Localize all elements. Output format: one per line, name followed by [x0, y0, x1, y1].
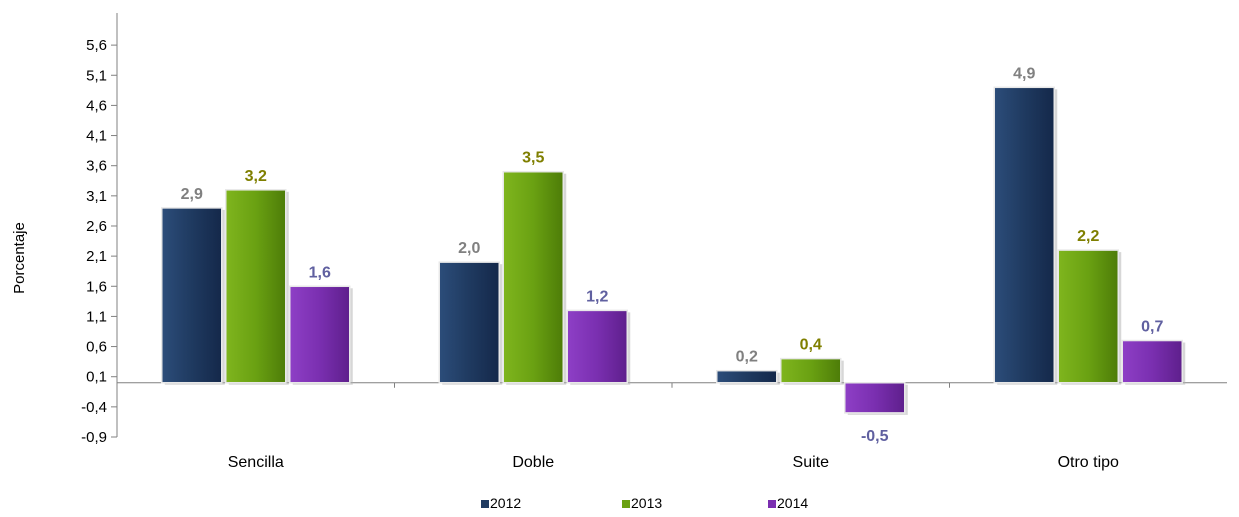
legend: 2012 2013 2014: [481, 495, 808, 511]
legend-swatch: [481, 500, 489, 508]
bar: [716, 369, 778, 384]
y-tick-label: -0,4: [81, 399, 107, 416]
bar: [161, 207, 223, 384]
bar: [502, 170, 564, 384]
bar: [1121, 339, 1183, 384]
y-tick-label: 2,6: [86, 218, 107, 235]
data-label: 3,2: [245, 168, 267, 185]
bar: [780, 357, 842, 384]
data-label: 3,5: [522, 150, 544, 167]
category-label: Doble: [512, 454, 554, 471]
y-tick-label: 3,1: [86, 188, 107, 205]
bar: [289, 285, 351, 384]
bar: [566, 309, 628, 384]
bars: [161, 86, 1186, 415]
data-label: -0,5: [861, 428, 889, 445]
y-tick-label: 2,1: [86, 248, 107, 265]
legend-label: 2013: [631, 495, 662, 511]
y-tick-label: 4,1: [86, 128, 107, 145]
y-tick-label: 3,6: [86, 158, 107, 175]
data-label: 2,0: [458, 240, 480, 257]
data-labels: 2,9 3,2 1,6 2,0 3,5 1,2 0,2 0,4 -0,5 4,9 2,2 0,7: [181, 65, 1164, 445]
bar: [438, 261, 500, 384]
y-tick-label: 5,1: [86, 67, 107, 84]
y-tick-label: 5,6: [86, 37, 107, 54]
data-label: 0,7: [1141, 319, 1163, 336]
y-tick-label: 1,6: [86, 278, 107, 295]
bar: [225, 189, 287, 384]
data-label: 1,2: [586, 288, 608, 305]
legend-swatch: [768, 500, 776, 508]
data-label: 2,2: [1077, 228, 1099, 245]
data-label: 2,9: [181, 186, 203, 203]
y-tick-label: 0,6: [86, 339, 107, 356]
category-label: Sencilla: [228, 454, 284, 471]
y-axis-label: Porcentaje: [11, 222, 28, 294]
bar: [844, 381, 906, 414]
legend-label: 2012: [490, 495, 521, 511]
legend-swatch: [622, 500, 630, 508]
category-label: Suite: [793, 454, 830, 471]
legend-label: 2014: [777, 495, 808, 511]
y-tick-label: -0,9: [81, 429, 107, 446]
category-label: Otro tipo: [1058, 454, 1119, 471]
y-tick-label: 4,6: [86, 97, 107, 114]
axes: -0,9 -0,4 0,1 0,6 1,1 1,6 2,1 2,6 3,1 3,6 4,1 4,6 5,…: [81, 13, 1227, 471]
y-tick-label: 1,1: [86, 308, 107, 325]
data-label: 1,6: [309, 264, 331, 281]
data-label: 4,9: [1013, 65, 1035, 82]
bar: [1057, 249, 1119, 384]
data-label: 0,2: [736, 349, 758, 366]
bar: [993, 86, 1055, 384]
y-tick-label: 0,1: [86, 369, 107, 386]
data-label: 0,4: [800, 337, 822, 354]
